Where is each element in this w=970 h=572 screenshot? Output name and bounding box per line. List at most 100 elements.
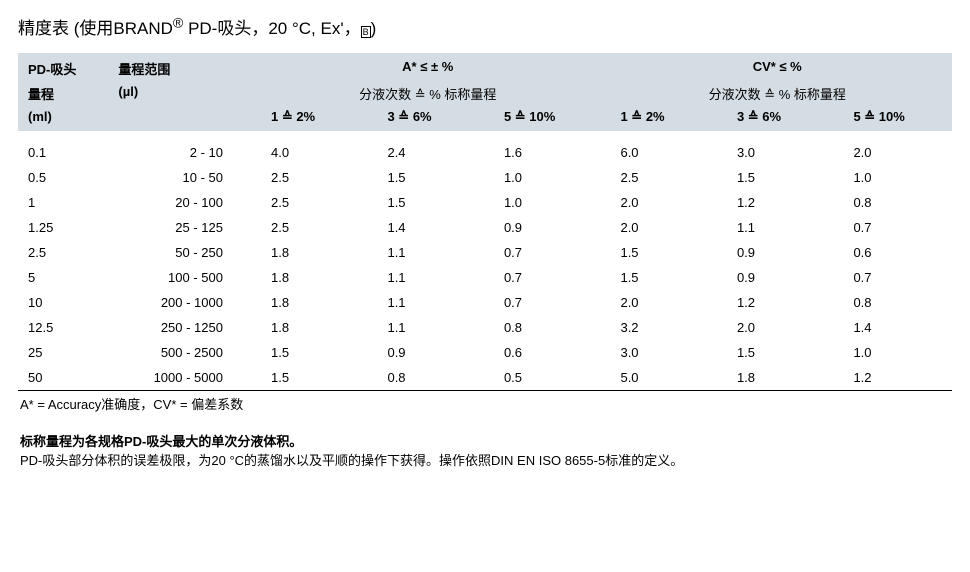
- table-cell: 1: [18, 190, 118, 215]
- table-cell: 200 - 1000: [118, 290, 253, 315]
- table-cell: 25 - 125: [118, 215, 253, 240]
- table-cell: 2.5: [253, 190, 369, 215]
- table-cell: 1.8: [253, 265, 369, 290]
- th-size-l2: 量程: [18, 81, 118, 106]
- table-cell: 0.5: [486, 365, 603, 390]
- table-cell: 1.5: [253, 365, 369, 390]
- table-cell: 1.1: [369, 265, 485, 290]
- table-cell: 2.0: [602, 215, 718, 240]
- th-a-sub2: 3 ≙ 6%: [369, 106, 485, 131]
- table-cell: 1.1: [369, 290, 485, 315]
- th-group-a: A* ≤ ± %: [253, 53, 602, 81]
- table-row: 0.12 - 104.02.41.66.03.02.0: [18, 131, 952, 165]
- table-row: 5100 - 5001.81.10.71.50.90.7: [18, 265, 952, 290]
- table-cell: 0.5: [18, 165, 118, 190]
- table-cell: 1.8: [253, 315, 369, 340]
- table-cell: 0.6: [835, 240, 952, 265]
- table-row: 501000 - 50001.50.80.55.01.81.2: [18, 365, 952, 390]
- th-cv-sub1: 1 ≙ 2%: [602, 106, 718, 131]
- table-cell: 1.5: [602, 265, 718, 290]
- table-row: 25500 - 25001.50.90.63.01.51.0: [18, 340, 952, 365]
- th-cv-sub2: 3 ≙ 6%: [719, 106, 835, 131]
- table-cell: 1.8: [719, 365, 835, 390]
- table-row: 12.5250 - 12501.81.10.83.22.01.4: [18, 315, 952, 340]
- table-cell: 1000 - 5000: [118, 365, 253, 390]
- table-cell: 0.9: [486, 215, 603, 240]
- table-cell: 1.5: [602, 240, 718, 265]
- table-cell: 100 - 500: [118, 265, 253, 290]
- table-cell: 1.1: [369, 240, 485, 265]
- note-line: PD-吸头部分体积的误差极限，为20 °C的蒸馏水以及平顺的操作下获得。操作依照…: [20, 452, 952, 471]
- table-cell: 0.6: [486, 340, 603, 365]
- table-cell: 0.9: [369, 340, 485, 365]
- table-cell: 1.1: [719, 215, 835, 240]
- table-cell: 50 - 250: [118, 240, 253, 265]
- table-cell: 5.0: [602, 365, 718, 390]
- table-row: 0.510 - 502.51.51.02.51.51.0: [18, 165, 952, 190]
- table-cell: 0.7: [835, 265, 952, 290]
- table-cell: 2.0: [835, 131, 952, 165]
- table-cell: 1.0: [486, 190, 603, 215]
- page-title: 精度表 (使用BRAND® PD-吸头，20 °C, Ex'，B): [18, 14, 952, 39]
- table-cell: 0.9: [719, 265, 835, 290]
- table-cell: 3.0: [602, 340, 718, 365]
- table-cell: 3.0: [719, 131, 835, 165]
- th-size-l1: PD-吸头: [18, 53, 118, 81]
- footnote-text: A* = Accuracy准确度，CV* = 偏差系数: [18, 394, 952, 413]
- table-cell: 1.2: [835, 365, 952, 390]
- table-cell: 0.7: [486, 290, 603, 315]
- table-row: 120 - 1002.51.51.02.01.20.8: [18, 190, 952, 215]
- table-cell: 0.9: [719, 240, 835, 265]
- table-cell: 10: [18, 290, 118, 315]
- table-cell: 1.1: [369, 315, 485, 340]
- table-cell: 1.4: [369, 215, 485, 240]
- table-cell: 0.7: [835, 215, 952, 240]
- table-cell: 50: [18, 365, 118, 390]
- table-row: 2.550 - 2501.81.10.71.50.90.6: [18, 240, 952, 265]
- table-cell: 10 - 50: [118, 165, 253, 190]
- table-cell: 1.0: [486, 165, 603, 190]
- table-cell: 3.2: [602, 315, 718, 340]
- note-bold-line: 标称量程为各规格PD-吸头最大的单次分液体积。: [20, 433, 952, 452]
- th-cv-sub3: 5 ≙ 10%: [835, 106, 952, 131]
- table-cell: 2.0: [602, 290, 718, 315]
- table-cell: 1.5: [369, 165, 485, 190]
- table-cell: 250 - 1250: [118, 315, 253, 340]
- save-icon: B: [361, 26, 371, 38]
- th-size-l3: (ml): [18, 106, 118, 131]
- th-group-cv-sub: 分液次数 ≙ % 标称量程: [602, 81, 952, 106]
- table-cell: 1.4: [835, 315, 952, 340]
- table-cell: 2 - 10: [118, 131, 253, 165]
- title-suffix: PD-吸头，20 °C, Ex'，: [183, 19, 360, 38]
- table-cell: 0.8: [486, 315, 603, 340]
- table-cell: 1.5: [719, 165, 835, 190]
- precision-table: PD-吸头 量程范围 A* ≤ ± % CV* ≤ % 量程 (µl) 分液次数…: [18, 53, 952, 390]
- notes-block: 标称量程为各规格PD-吸头最大的单次分液体积。 PD-吸头部分体积的误差极限，为…: [18, 433, 952, 471]
- title-close: ): [371, 19, 377, 38]
- table-cell: 0.1: [18, 131, 118, 165]
- table-cell: 0.7: [486, 265, 603, 290]
- th-a-sub1: 1 ≙ 2%: [253, 106, 369, 131]
- table-cell: 1.5: [253, 340, 369, 365]
- table-row: 1.2525 - 1252.51.40.92.01.10.7: [18, 215, 952, 240]
- th-empty: [118, 106, 253, 131]
- table-cell: 20 - 100: [118, 190, 253, 215]
- th-range-l1: 量程范围: [118, 53, 253, 81]
- table-cell: 1.2: [719, 190, 835, 215]
- th-range-l2: (µl): [118, 81, 253, 106]
- table-cell: 1.6: [486, 131, 603, 165]
- table-cell: 1.5: [369, 190, 485, 215]
- table-cell: 12.5: [18, 315, 118, 340]
- table-cell: 0.8: [835, 190, 952, 215]
- table-cell: 1.0: [835, 340, 952, 365]
- table-cell: 1.2: [719, 290, 835, 315]
- table-cell: 0.8: [369, 365, 485, 390]
- table-cell: 1.0: [835, 165, 952, 190]
- table-row: 10200 - 10001.81.10.72.01.20.8: [18, 290, 952, 315]
- table-cell: 0.8: [835, 290, 952, 315]
- table-cell: 5: [18, 265, 118, 290]
- table-cell: 2.5: [602, 165, 718, 190]
- table-cell: 2.5: [18, 240, 118, 265]
- table-cell: 2.4: [369, 131, 485, 165]
- table-cell: 6.0: [602, 131, 718, 165]
